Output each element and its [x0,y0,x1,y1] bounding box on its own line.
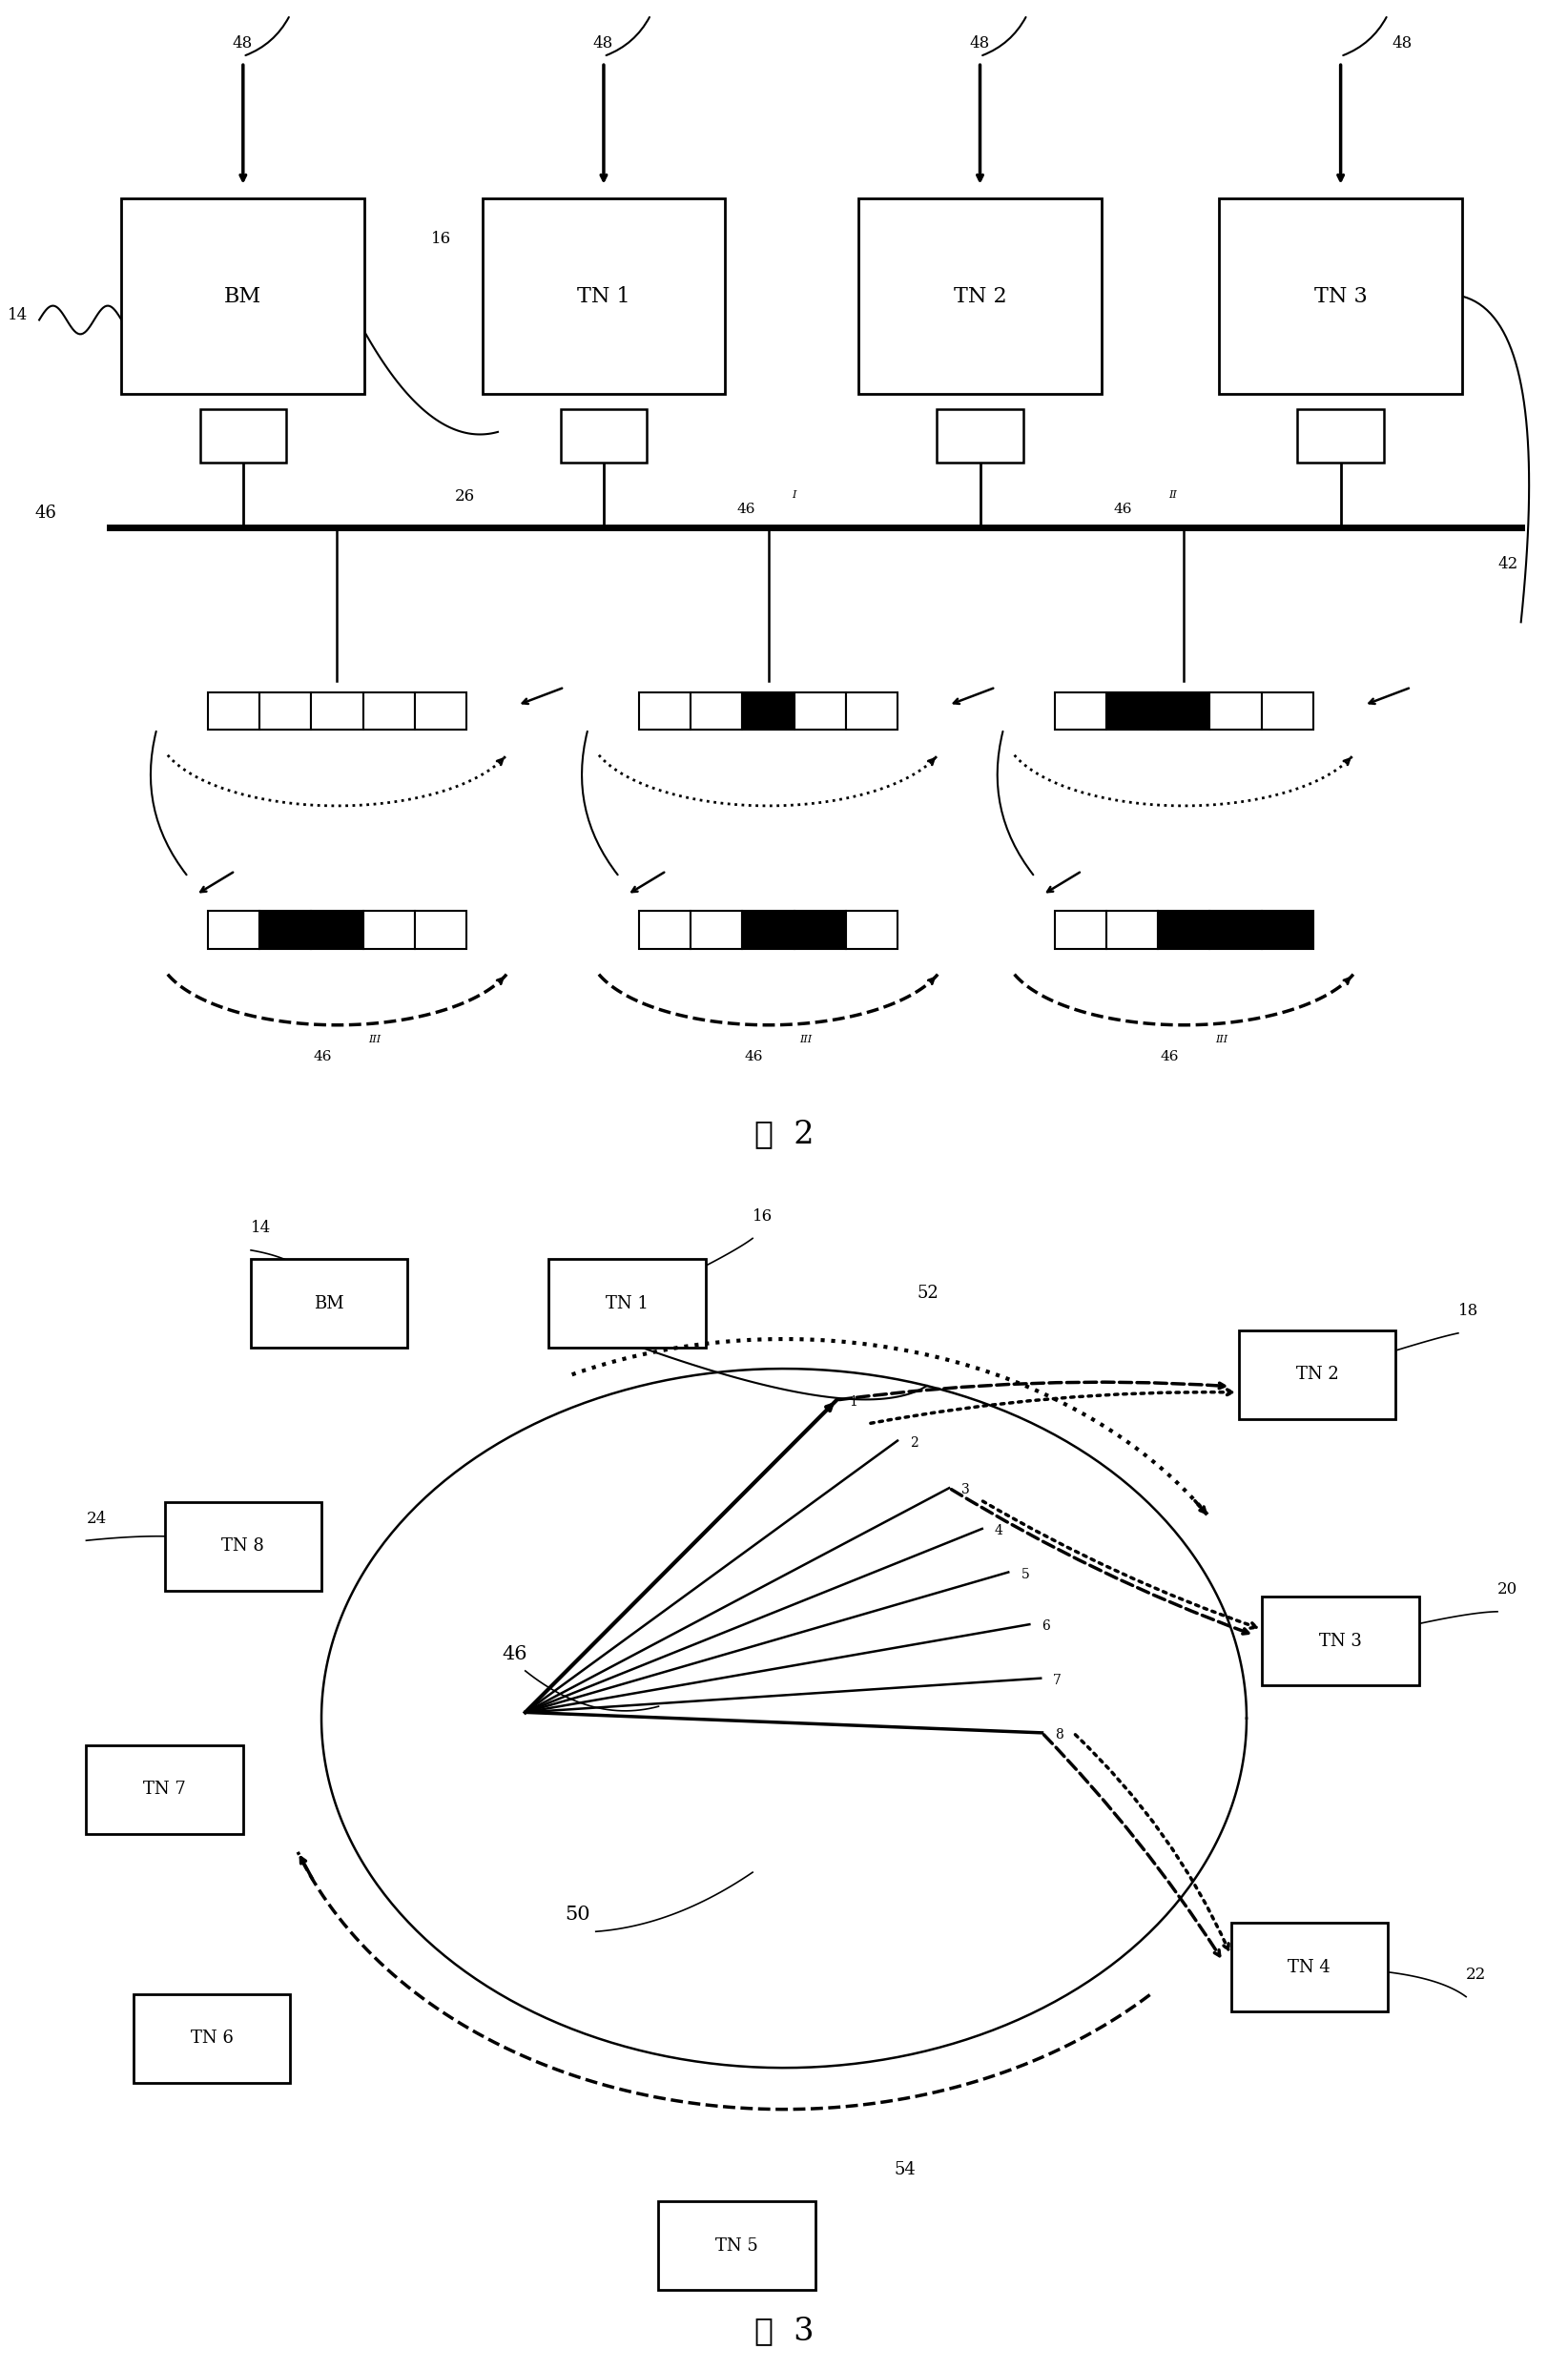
Bar [1261,692,1312,730]
Bar [165,1503,321,1590]
Bar [364,912,414,950]
Text: 42: 42 [1497,557,1518,574]
Text: 5: 5 [1021,1567,1029,1581]
Bar [1157,692,1209,730]
Bar [561,408,646,462]
Text: TN 8: TN 8 [221,1538,265,1555]
Text: TN 3: TN 3 [1314,287,1367,306]
Text: BM: BM [224,287,262,306]
Text: 4: 4 [994,1524,1004,1538]
Bar [310,692,364,730]
Text: 52: 52 [917,1285,939,1301]
Bar [690,912,743,950]
Text: II: II [1168,491,1176,500]
Text: TN 7: TN 7 [143,1780,187,1799]
Text: 48: 48 [232,36,252,52]
Text: BM: BM [314,1294,345,1313]
Bar [133,1993,290,2083]
Bar [310,912,364,950]
Text: 3: 3 [961,1484,971,1498]
Text: 26: 26 [455,488,475,505]
Text: 46: 46 [502,1645,527,1664]
Bar [847,692,897,730]
Bar [260,912,310,950]
Bar [207,692,260,730]
Text: TN 6: TN 6 [190,2029,234,2048]
Bar [1054,692,1105,730]
Bar [1209,692,1261,730]
Text: III: III [800,1036,812,1045]
Text: 图  3: 图 3 [754,2315,814,2346]
Bar [1262,1597,1419,1685]
Bar [1105,692,1157,730]
Bar [122,199,364,393]
Text: 46: 46 [737,502,756,517]
Text: 18: 18 [1458,1304,1479,1320]
Bar [847,912,897,950]
Bar [86,1744,243,1834]
Bar [938,408,1024,462]
Bar [1239,1330,1396,1420]
Bar [743,692,793,730]
Text: 46: 46 [314,1050,332,1064]
Bar [1218,199,1461,393]
Text: 8: 8 [1055,1728,1063,1742]
Text: 16: 16 [431,230,452,246]
Bar [1209,912,1261,950]
Text: 54: 54 [894,2161,916,2178]
Text: TN 4: TN 4 [1287,1958,1331,1977]
Bar [859,199,1102,393]
Bar [1054,912,1105,950]
Text: 46: 46 [34,505,56,521]
Text: 46: 46 [1113,502,1132,517]
Text: TN 1: TN 1 [577,287,630,306]
Text: 6: 6 [1043,1619,1051,1633]
Bar [364,692,414,730]
Bar [483,199,724,393]
Text: 48: 48 [1392,36,1413,52]
Bar [640,692,690,730]
Bar [1261,912,1312,950]
Text: 1: 1 [850,1396,858,1408]
Text: TN 1: TN 1 [605,1294,649,1313]
Text: 50: 50 [564,1905,590,1924]
Text: 20: 20 [1497,1581,1518,1597]
Text: TN 5: TN 5 [715,2237,759,2254]
Bar [549,1258,706,1349]
Text: 14: 14 [8,308,28,325]
Bar [659,2202,815,2289]
Text: 48: 48 [969,36,989,52]
Text: 16: 16 [753,1209,773,1225]
Bar [1157,912,1209,950]
Text: 7: 7 [1054,1673,1062,1687]
Bar [201,408,285,462]
Bar [414,692,467,730]
Bar [743,912,793,950]
Text: TN 3: TN 3 [1319,1633,1363,1650]
Text: 22: 22 [1466,1967,1486,1984]
Text: 图  2: 图 2 [754,1119,814,1149]
Bar [251,1258,408,1349]
Bar [260,692,310,730]
Text: 48: 48 [593,36,613,52]
Text: III: III [368,1036,381,1045]
Text: 14: 14 [251,1221,271,1237]
Bar [793,912,847,950]
Text: III: III [1215,1036,1228,1045]
Bar [414,912,467,950]
Bar [1231,1922,1388,2012]
Bar [793,692,847,730]
Text: 46: 46 [1160,1050,1179,1064]
Bar [690,692,743,730]
Bar [1298,408,1385,462]
Bar [207,912,260,950]
Text: I: I [792,491,797,500]
Bar [640,912,690,950]
Text: 46: 46 [745,1050,764,1064]
Text: TN 2: TN 2 [1295,1365,1339,1384]
Text: 24: 24 [86,1510,107,1526]
Text: 2: 2 [909,1436,919,1450]
Bar [1105,912,1157,950]
Text: TN 2: TN 2 [953,287,1007,306]
